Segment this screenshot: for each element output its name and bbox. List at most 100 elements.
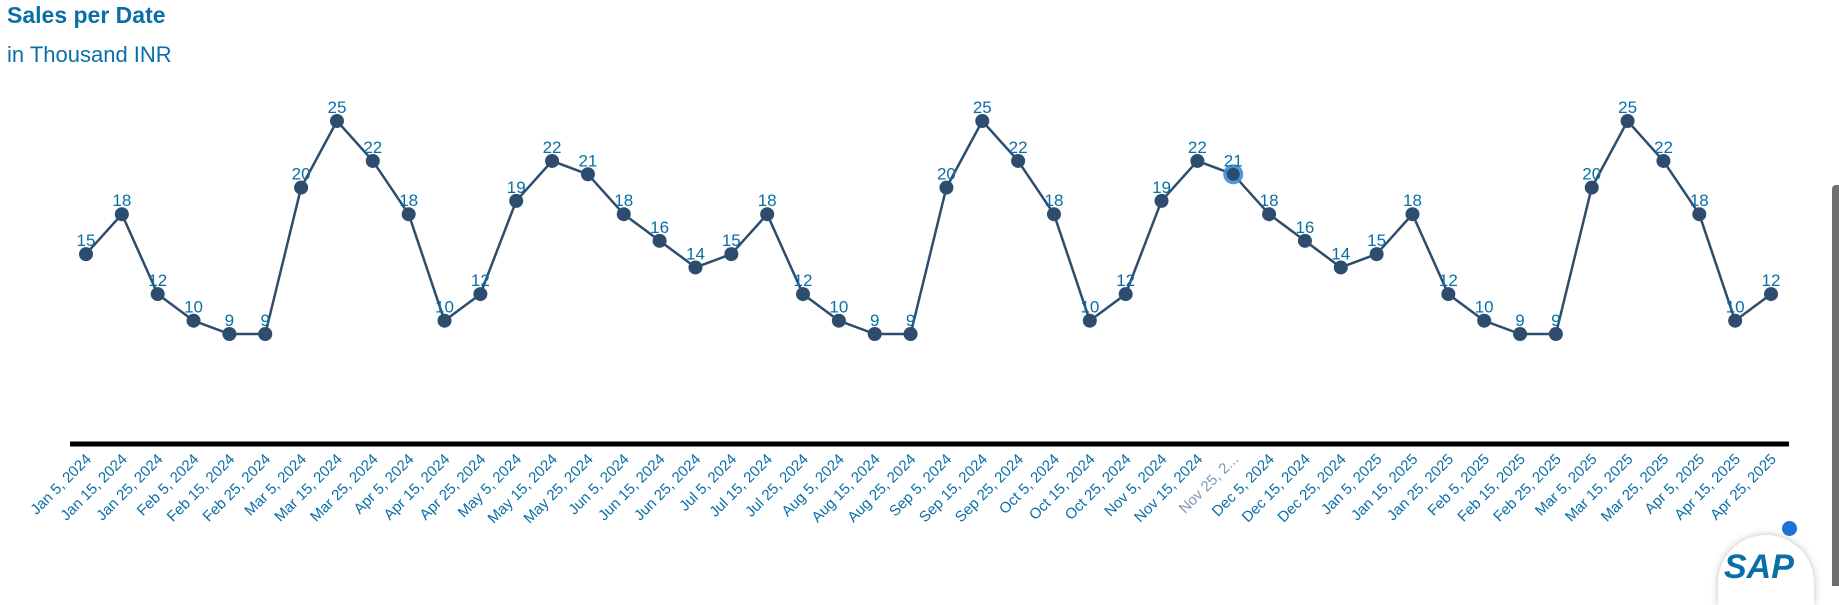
data-point[interactable] bbox=[1118, 287, 1133, 302]
data-point[interactable] bbox=[1620, 114, 1635, 128]
data-label: 10 bbox=[184, 298, 203, 317]
data-label: 16 bbox=[650, 218, 669, 237]
data-point[interactable] bbox=[1692, 207, 1707, 222]
data-point[interactable] bbox=[258, 327, 273, 341]
data-label: 9 bbox=[906, 311, 915, 330]
data-point[interactable] bbox=[616, 207, 631, 222]
data-point[interactable] bbox=[1728, 313, 1743, 328]
notification-dot-icon[interactable] bbox=[1782, 521, 1797, 536]
data-point[interactable] bbox=[831, 313, 846, 328]
data-point[interactable] bbox=[1405, 207, 1420, 222]
data-label: 22 bbox=[1009, 138, 1028, 157]
data-label: 9 bbox=[225, 311, 234, 330]
data-point[interactable] bbox=[294, 180, 309, 195]
data-point[interactable] bbox=[724, 247, 739, 262]
data-label: 14 bbox=[686, 244, 705, 263]
data-point[interactable] bbox=[1548, 327, 1563, 341]
data-label: 9 bbox=[1515, 311, 1524, 330]
data-point[interactable] bbox=[1082, 313, 1097, 328]
data-label: 16 bbox=[1295, 218, 1314, 237]
data-point[interactable] bbox=[437, 313, 452, 328]
data-label: 9 bbox=[870, 311, 879, 330]
data-point[interactable] bbox=[1011, 153, 1026, 168]
data-label: 25 bbox=[973, 98, 992, 117]
data-label: 15 bbox=[722, 231, 741, 250]
data-label: 18 bbox=[614, 191, 633, 210]
data-label: 22 bbox=[1188, 138, 1207, 157]
data-label: 10 bbox=[829, 298, 848, 317]
data-point[interactable] bbox=[1046, 207, 1061, 222]
vertical-scrollbar[interactable] bbox=[1832, 185, 1839, 586]
data-label: 10 bbox=[1726, 298, 1745, 317]
data-point[interactable] bbox=[580, 167, 595, 182]
data-point[interactable] bbox=[903, 327, 918, 341]
data-point[interactable] bbox=[760, 207, 775, 222]
data-label: 25 bbox=[1618, 98, 1637, 117]
data-point[interactable] bbox=[365, 153, 380, 168]
data-point[interactable] bbox=[401, 207, 416, 222]
data-label: 18 bbox=[758, 191, 777, 210]
data-point[interactable] bbox=[1226, 167, 1240, 181]
data-label: 18 bbox=[399, 191, 418, 210]
line-layer bbox=[85, 119, 1772, 336]
data-label: 12 bbox=[148, 271, 167, 290]
data-point[interactable] bbox=[1262, 207, 1277, 222]
data-label: 25 bbox=[327, 98, 346, 117]
data-point[interactable] bbox=[1154, 193, 1169, 208]
data-label: 19 bbox=[507, 178, 526, 197]
data-point[interactable] bbox=[1584, 180, 1599, 195]
data-point[interactable] bbox=[329, 114, 344, 128]
data-point[interactable] bbox=[150, 287, 165, 302]
data-label: 18 bbox=[1690, 191, 1709, 210]
data-point[interactable] bbox=[1190, 153, 1205, 168]
data-label: 19 bbox=[1152, 178, 1171, 197]
data-label: 12 bbox=[1439, 271, 1458, 290]
data-point[interactable] bbox=[1369, 247, 1384, 262]
data-label: 20 bbox=[292, 165, 311, 184]
series-line bbox=[85, 119, 1772, 336]
data-point[interactable] bbox=[688, 260, 703, 275]
chart-subtitle: in Thousand INR bbox=[7, 42, 172, 67]
data-point[interactable] bbox=[652, 233, 667, 248]
data-point[interactable] bbox=[975, 114, 990, 128]
data-label: 22 bbox=[1654, 138, 1673, 157]
data-label: 12 bbox=[1116, 271, 1135, 290]
data-point[interactable] bbox=[186, 313, 201, 328]
label-layer: 15 18 12 10 9 9 20 25 22 18 10 12 19 22 21 18 16 14 15 18 12… bbox=[77, 98, 1781, 330]
data-label: 22 bbox=[363, 138, 382, 157]
data-label: 18 bbox=[1045, 191, 1064, 210]
data-label: 12 bbox=[1762, 271, 1781, 290]
data-point[interactable] bbox=[1656, 153, 1671, 168]
data-label: 15 bbox=[1367, 231, 1386, 250]
data-point[interactable] bbox=[1477, 313, 1492, 328]
data-label: 20 bbox=[1582, 165, 1601, 184]
point-layer[interactable] bbox=[79, 114, 1778, 341]
data-point[interactable] bbox=[1764, 287, 1778, 302]
line-chart[interactable]: 15 18 12 10 9 9 20 25 22 18 10 12 19 22 21 18 16 14 15 18 12… bbox=[0, 0, 1839, 586]
data-point[interactable] bbox=[867, 327, 882, 341]
data-point[interactable] bbox=[1297, 233, 1312, 248]
sap-logo: SAP bbox=[1724, 548, 1794, 586]
data-label: 10 bbox=[1475, 298, 1494, 317]
data-point[interactable] bbox=[1333, 260, 1348, 275]
data-point[interactable] bbox=[509, 193, 524, 208]
data-label: 14 bbox=[1331, 244, 1350, 263]
data-point[interactable] bbox=[545, 153, 560, 168]
data-label: 12 bbox=[794, 271, 813, 290]
data-label: 10 bbox=[435, 298, 454, 317]
data-point[interactable] bbox=[79, 247, 93, 262]
data-label: 21 bbox=[578, 151, 597, 170]
data-point[interactable] bbox=[114, 207, 129, 222]
data-point[interactable] bbox=[473, 287, 488, 302]
chart-title: Sales per Date bbox=[7, 2, 166, 28]
data-point[interactable] bbox=[1513, 327, 1528, 341]
data-point[interactable] bbox=[796, 287, 811, 302]
data-label: 21 bbox=[1224, 151, 1243, 170]
data-label: 20 bbox=[937, 165, 956, 184]
data-point[interactable] bbox=[939, 180, 954, 195]
data-label: 15 bbox=[77, 231, 96, 250]
data-point[interactable] bbox=[1441, 287, 1456, 302]
data-point[interactable] bbox=[222, 327, 237, 341]
data-label: 18 bbox=[1403, 191, 1422, 210]
